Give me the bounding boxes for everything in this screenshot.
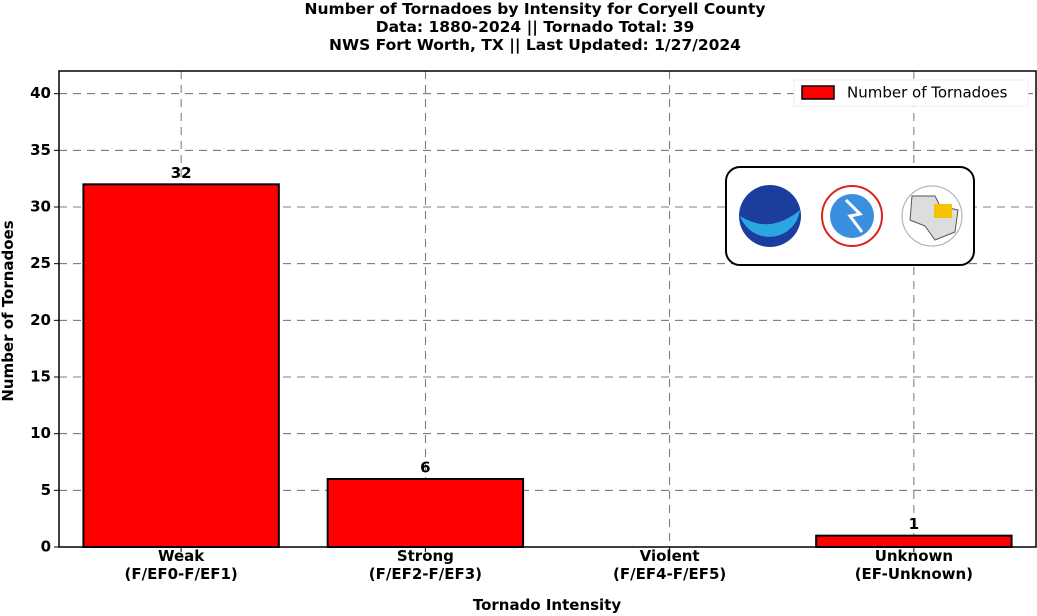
y-tick-label: 20: [30, 311, 51, 329]
x-tick-label: Strong (F/EF2-F/EF3): [368, 547, 482, 583]
data-label: 1: [909, 515, 919, 533]
legend-label: Number of Tornadoes: [847, 84, 1008, 102]
bar: [326, 478, 525, 548]
x-tick-label: Violent (F/EF4-F/EF5): [613, 547, 727, 583]
y-tick-label: 10: [30, 424, 51, 442]
y-tick-label: 30: [30, 198, 51, 216]
x-axis-label: Tornado Intensity: [472, 596, 622, 614]
data-label: 32: [171, 164, 192, 182]
y-tick-label: 40: [30, 84, 51, 102]
bar: [815, 534, 1013, 549]
chart-title: Number of Tornadoes by Intensity for Cor…: [304, 0, 766, 54]
x-tick-label: Unknown (EF-Unknown): [854, 547, 974, 583]
logo: [725, 166, 975, 266]
legend-box: [793, 79, 1029, 107]
data-label: 6: [420, 459, 430, 477]
plot-frame: [58, 70, 1037, 548]
y-tick-label: 15: [30, 368, 51, 386]
x-tick-label: Weak (F/EF0-F/EF1): [124, 547, 238, 583]
y-axis-label: Number of Tornadoes: [0, 220, 17, 402]
y-tick-label: 25: [30, 254, 51, 272]
y-tick-label: 5: [41, 481, 51, 499]
legend-swatch: [801, 85, 835, 100]
y-tick-label: 0: [41, 538, 51, 556]
y-tick-label: 35: [30, 141, 51, 159]
bar: [82, 183, 280, 548]
